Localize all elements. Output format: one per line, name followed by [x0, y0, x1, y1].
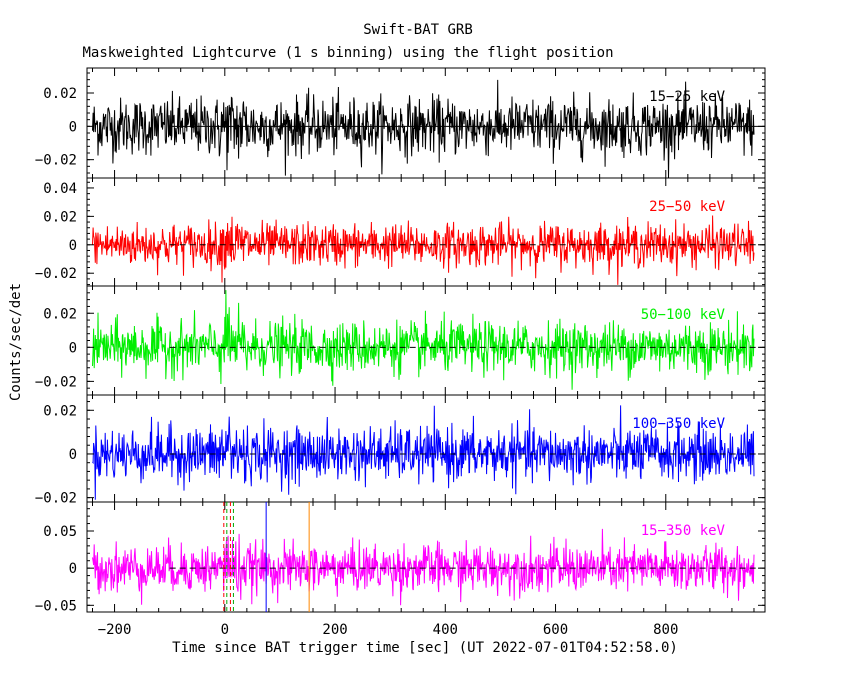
y-tick-label: −0.02	[35, 153, 77, 169]
band-label: 15−350 keV	[641, 523, 726, 539]
series-line-15-25-kev	[92, 79, 755, 179]
y-tick-label: −0.05	[35, 598, 77, 614]
chart-subtitle: Maskweighted Lightcurve (1 s binning) us…	[82, 45, 614, 61]
x-tick-label: 800	[653, 622, 678, 638]
panel-frame	[86, 501, 766, 613]
x-tick-label: −200	[98, 622, 132, 638]
y-tick-label: 0.02	[43, 86, 77, 102]
y-tick-label: 0	[69, 340, 77, 356]
x-tick-label: 600	[543, 622, 568, 638]
y-tick-label: 0	[69, 238, 77, 254]
band-label: 25−50 keV	[649, 199, 725, 215]
x-axis-label: Time since BAT trigger time [sec] (UT 20…	[172, 640, 678, 656]
band-label: 50−100 keV	[641, 307, 726, 323]
series-line-100-350-kev	[92, 405, 755, 500]
y-tick-label: 0.02	[43, 306, 77, 322]
y-tick-label: 0	[69, 119, 77, 135]
y-tick-label: 0	[69, 447, 77, 463]
x-tick-label: 400	[433, 622, 458, 638]
x-tick-label: 0	[221, 622, 229, 638]
x-tick-label: 200	[322, 622, 347, 638]
series-line-50-100-kev	[92, 290, 755, 390]
y-tick-label: −0.02	[35, 266, 77, 282]
y-tick-label: 0.02	[43, 209, 77, 225]
series-line-15-350-kev	[92, 528, 755, 606]
band-label: 15−25 keV	[649, 89, 725, 105]
series-line-25-50-kev	[92, 215, 755, 285]
y-tick-label: 0	[69, 561, 77, 577]
y-tick-label: 0.05	[43, 524, 77, 540]
y-tick-label: −0.02	[35, 491, 77, 507]
y-axis-label: Counts/sec/det	[8, 282, 24, 402]
y-tick-label: 0.04	[43, 181, 77, 197]
y-tick-label: −0.02	[35, 374, 77, 390]
band-label: 100−350 keV	[632, 416, 725, 432]
chart-title: Swift-BAT GRB	[363, 22, 473, 38]
y-tick-label: 0.02	[43, 403, 77, 419]
